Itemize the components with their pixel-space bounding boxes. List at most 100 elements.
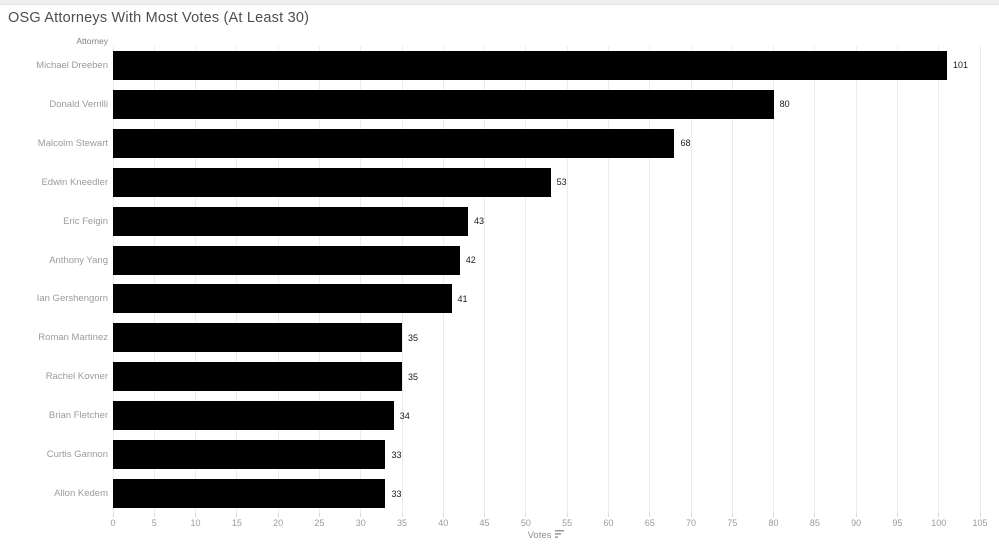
gridline bbox=[401, 46, 403, 513]
x-tick-label: 95 bbox=[892, 518, 903, 528]
x-tick-label: 5 bbox=[151, 518, 157, 528]
category-label[interactable]: Allon Kedem bbox=[54, 488, 108, 500]
category-label[interactable]: Eric Feigin bbox=[63, 215, 108, 227]
x-tick-label: 90 bbox=[851, 518, 862, 528]
bar-value-label: 33 bbox=[391, 488, 402, 499]
axis-tick-mark bbox=[236, 513, 238, 517]
x-tick-label: 85 bbox=[809, 518, 820, 528]
bar-value-label: 34 bbox=[399, 410, 410, 421]
gridline bbox=[855, 46, 857, 513]
axis-tick-mark bbox=[484, 513, 486, 517]
x-tick-label: 10 bbox=[190, 518, 201, 528]
bar-value-label: 80 bbox=[779, 99, 790, 110]
axis-tick-mark bbox=[318, 513, 320, 517]
x-tick-label: 40 bbox=[438, 518, 449, 528]
gridline bbox=[236, 46, 238, 513]
x-tick-label: 65 bbox=[644, 518, 655, 528]
axis-tick-mark bbox=[112, 513, 114, 517]
bar-value-label: 35 bbox=[408, 332, 419, 343]
gridline bbox=[566, 46, 568, 513]
sort-descending-icon[interactable] bbox=[555, 530, 565, 542]
x-tick-label: 105 bbox=[972, 518, 988, 528]
x-tick-label: 75 bbox=[727, 518, 738, 528]
x-tick-label: 30 bbox=[355, 518, 366, 528]
gridline bbox=[731, 46, 733, 513]
window-top-strip bbox=[0, 0, 999, 5]
column-header-attorney: Attorney bbox=[76, 36, 108, 46]
axis-tick-mark bbox=[731, 513, 733, 517]
x-tick-label: 0 bbox=[110, 518, 116, 528]
gridline bbox=[979, 46, 981, 513]
bar-value-label: 43 bbox=[474, 216, 485, 227]
bar[interactable] bbox=[113, 206, 469, 236]
gridline bbox=[690, 46, 692, 513]
category-label[interactable]: Michael Dreeben bbox=[36, 59, 108, 71]
x-tick-label: 55 bbox=[562, 518, 573, 528]
axis-tick-mark bbox=[979, 513, 981, 517]
x-tick-label: 70 bbox=[685, 518, 696, 528]
bar-value-label: 35 bbox=[408, 371, 419, 382]
gridline bbox=[318, 46, 320, 513]
axis-tick-mark bbox=[442, 513, 444, 517]
bar[interactable] bbox=[113, 89, 774, 119]
x-axis-label: Votes bbox=[527, 530, 552, 541]
gridline bbox=[442, 46, 444, 513]
axis-tick-mark bbox=[855, 513, 857, 517]
x-tick-label: 45 bbox=[479, 518, 490, 528]
bar-value-label: 101 bbox=[952, 60, 968, 71]
chart-title: OSG Attorneys With Most Votes (At Least … bbox=[8, 10, 310, 26]
bar[interactable] bbox=[113, 167, 551, 197]
x-tick-label: 100 bbox=[931, 518, 947, 528]
bar-value-label: 53 bbox=[556, 177, 567, 188]
gridline bbox=[896, 46, 898, 513]
bar[interactable] bbox=[113, 401, 394, 431]
x-tick-label: 35 bbox=[396, 518, 407, 528]
axis-tick-mark bbox=[525, 513, 527, 517]
category-label[interactable]: Anthony Yang bbox=[49, 254, 108, 266]
category-label[interactable]: Brian Fletcher bbox=[48, 410, 108, 422]
x-tick-label: 80 bbox=[768, 518, 779, 528]
bar[interactable] bbox=[113, 440, 386, 470]
bar[interactable] bbox=[113, 362, 402, 392]
category-label[interactable]: Roman Martinez bbox=[38, 332, 108, 344]
axis-tick-mark bbox=[401, 513, 403, 517]
axis-tick-mark bbox=[566, 513, 568, 517]
bar[interactable] bbox=[113, 50, 947, 80]
x-tick-label: 50 bbox=[520, 518, 531, 528]
gridline bbox=[360, 46, 362, 513]
axis-tick-mark bbox=[277, 513, 279, 517]
axis-tick-mark bbox=[814, 513, 816, 517]
bar[interactable] bbox=[113, 245, 460, 275]
bar[interactable] bbox=[113, 284, 452, 314]
axis-tick-mark bbox=[649, 513, 651, 517]
gridline bbox=[525, 46, 527, 513]
x-tick-label: 20 bbox=[273, 518, 284, 528]
bar[interactable] bbox=[113, 479, 386, 509]
gridline bbox=[195, 46, 197, 513]
x-tick-label: 60 bbox=[603, 518, 614, 528]
axis-tick-mark bbox=[195, 513, 197, 517]
gridline bbox=[649, 46, 651, 513]
x-tick-label: 15 bbox=[231, 518, 242, 528]
x-tick-label: 25 bbox=[314, 518, 325, 528]
category-label[interactable]: Edwin Kneedler bbox=[41, 176, 108, 188]
bar[interactable] bbox=[113, 323, 402, 353]
axis-tick-mark bbox=[773, 513, 775, 517]
bar-value-label: 68 bbox=[680, 138, 691, 149]
axis-tick-mark bbox=[896, 513, 898, 517]
bar-value-label: 41 bbox=[457, 293, 468, 304]
category-label[interactable]: Donald Verrilli bbox=[49, 98, 108, 110]
bar[interactable] bbox=[113, 128, 675, 158]
x-axis-title[interactable]: Votes bbox=[113, 530, 980, 542]
gridline bbox=[277, 46, 279, 513]
axis-tick-mark bbox=[607, 513, 609, 517]
gridline bbox=[814, 46, 816, 513]
gridline bbox=[484, 46, 486, 513]
axis-tick-mark bbox=[938, 513, 940, 517]
category-label[interactable]: Ian Gershengorn bbox=[36, 293, 108, 305]
category-label[interactable]: Malcolm Stewart bbox=[37, 137, 108, 149]
category-label[interactable]: Rachel Kovner bbox=[45, 371, 108, 383]
category-label[interactable]: Curtis Gannon bbox=[46, 449, 108, 461]
bar-value-label: 42 bbox=[465, 255, 476, 266]
